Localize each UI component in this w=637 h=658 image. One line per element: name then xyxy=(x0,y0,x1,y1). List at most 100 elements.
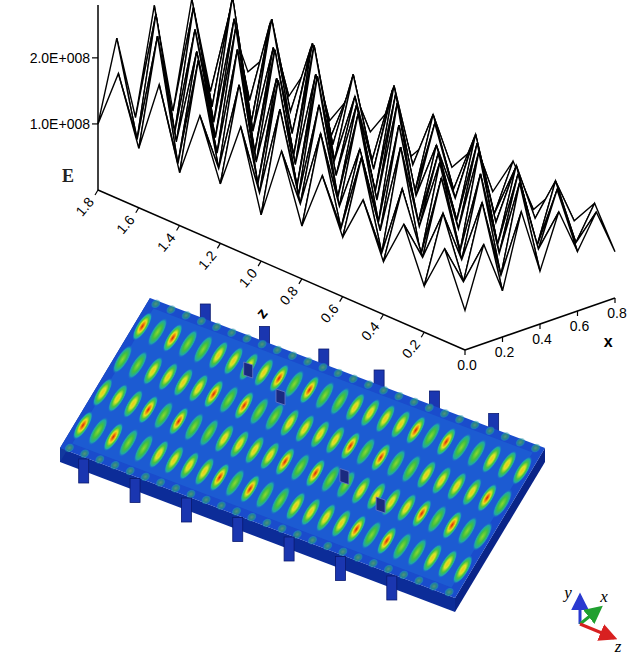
x-tick xyxy=(502,337,503,342)
edge-lobe xyxy=(397,569,411,581)
edge-lobe xyxy=(210,321,224,333)
z-tick xyxy=(380,314,383,319)
support-stub xyxy=(130,479,140,503)
edge-lobe xyxy=(154,476,168,488)
support-stub xyxy=(233,518,243,542)
edge-lobe xyxy=(108,459,122,471)
edge-lobe xyxy=(149,298,163,310)
triad-arrow-z xyxy=(580,624,614,638)
x-tick-label: 0.4 xyxy=(532,331,552,347)
edge-lobe xyxy=(62,442,76,454)
mode-lobe xyxy=(488,487,516,520)
edge-lobe xyxy=(179,309,193,321)
x-tick xyxy=(539,324,540,329)
x-tick-label: 0.6 xyxy=(570,318,590,334)
x-tick-label: 0.2 xyxy=(495,344,515,360)
surface xyxy=(98,0,615,310)
support-stub xyxy=(284,537,294,561)
edge-lobe xyxy=(169,482,183,494)
edge-lobe xyxy=(366,557,380,569)
edge-lobe xyxy=(321,540,335,552)
support-stub xyxy=(387,576,397,600)
triad-label: y xyxy=(562,583,572,602)
edge-lobe xyxy=(305,534,319,546)
z-axis-title: z xyxy=(252,305,270,322)
edge-lobe xyxy=(270,344,284,356)
x-axis-title: x xyxy=(604,333,613,350)
z-tick xyxy=(421,332,424,337)
plate-render xyxy=(59,297,546,613)
edge-lobe xyxy=(240,332,254,344)
plate-face xyxy=(59,297,546,600)
x-tick xyxy=(464,350,465,355)
edge-lobe xyxy=(194,315,208,327)
e-axis-line xyxy=(97,5,99,190)
edge-lobe xyxy=(316,361,330,373)
triad-arrow-y xyxy=(579,596,582,624)
inner-stub xyxy=(244,362,253,378)
x-axis-line xyxy=(465,298,615,350)
z-tick-label: 1.4 xyxy=(154,229,179,254)
edge-lobe xyxy=(214,499,228,511)
support-stub xyxy=(181,498,191,522)
triad-arrow-x xyxy=(580,608,600,624)
surface-cell xyxy=(98,38,137,139)
edge-lobe xyxy=(381,563,395,575)
e-tick-label: 1.0E+008 xyxy=(30,116,91,132)
x-tick-label: 0.0 xyxy=(457,357,477,373)
edge-lobe xyxy=(407,396,421,408)
edge-lobe xyxy=(331,367,345,379)
axes: 0.00.20.40.60.8x0.20.40.60.81.01.21.41.6… xyxy=(30,5,627,373)
edge-lobe xyxy=(285,350,299,362)
z-tick-label: 1.6 xyxy=(113,212,138,237)
inner-stub xyxy=(276,389,285,405)
edge-lobe xyxy=(245,511,259,523)
mode-lobe xyxy=(508,454,536,487)
mode-lobe xyxy=(449,553,477,586)
z-tick-label: 0.8 xyxy=(276,283,301,308)
edge-lobe xyxy=(336,546,350,558)
edge-lobe xyxy=(255,338,269,350)
z-tick xyxy=(95,190,98,195)
edge-lobe xyxy=(199,494,213,506)
x-tick xyxy=(577,311,578,316)
e-tick xyxy=(92,123,98,124)
plate-ground xyxy=(60,298,545,598)
edge-lobe xyxy=(225,327,239,339)
z-tick xyxy=(299,279,302,284)
edge-lobe xyxy=(437,407,451,419)
z-tick-label: 1.0 xyxy=(235,265,260,290)
edge-lobe xyxy=(93,453,107,465)
z-tick xyxy=(258,261,261,266)
support-stub xyxy=(335,557,345,581)
z-tick xyxy=(340,297,343,302)
x-tick-label: 0.8 xyxy=(607,305,627,321)
edge-lobe xyxy=(164,304,178,316)
e-tick-label: 2.0E+008 xyxy=(30,50,91,66)
edge-lobe xyxy=(498,430,512,442)
surface-cell xyxy=(576,203,615,252)
z-tick xyxy=(177,226,180,231)
z-tick xyxy=(217,243,220,248)
z-tick-label: 0.2 xyxy=(399,336,424,361)
edge-lobe xyxy=(361,379,375,391)
plate-ground-inner xyxy=(72,309,532,588)
triad-label: x xyxy=(599,587,608,606)
edge-lobe xyxy=(260,517,274,529)
z-tick-label: 0.4 xyxy=(358,318,383,343)
surface-cell xyxy=(445,244,484,310)
support-stub xyxy=(79,459,89,483)
edge-lobe xyxy=(468,419,482,431)
edge-lobe xyxy=(123,465,137,477)
edge-lobe xyxy=(422,402,436,414)
edge-lobe xyxy=(275,523,289,535)
edge-lobe xyxy=(229,505,243,517)
inner-stub xyxy=(376,497,385,513)
edge-lobe xyxy=(412,574,426,586)
edge-lobe xyxy=(442,586,456,598)
mode-lobe xyxy=(469,520,497,553)
edge-lobe xyxy=(453,413,467,425)
figure: 0.00.20.40.60.8x0.20.40.60.81.01.21.41.6… xyxy=(0,0,637,658)
e-axis-title: E xyxy=(62,166,74,186)
z-tick-label: 0.6 xyxy=(317,301,342,326)
